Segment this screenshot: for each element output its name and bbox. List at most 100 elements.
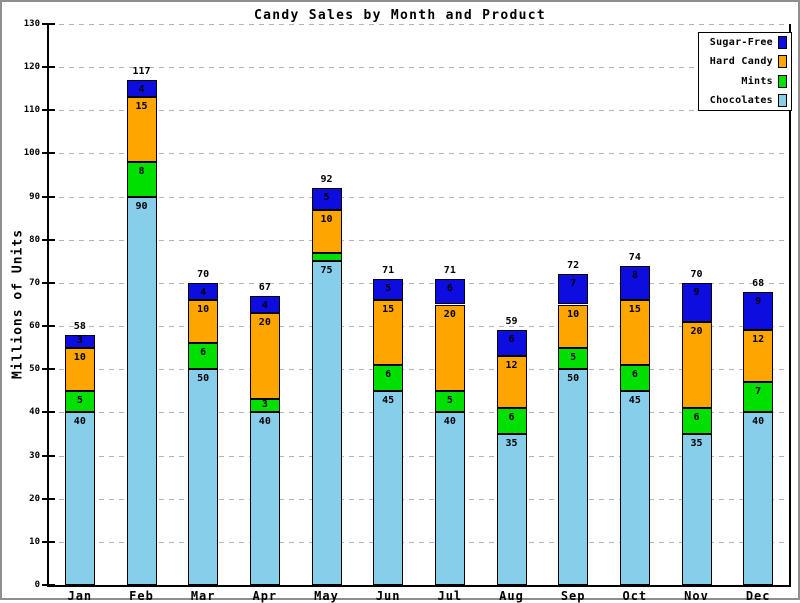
bar-segment: [558, 369, 589, 585]
legend-swatch: [778, 93, 787, 107]
chart-title: Candy Sales by Month and Product: [253, 8, 547, 23]
legend-swatch: [778, 74, 787, 88]
bar-segment-label: 10: [73, 351, 86, 363]
legend-item: Chocolates: [699, 91, 791, 110]
y-tick: [42, 238, 55, 241]
y-tick-label: 80: [29, 234, 40, 245]
legend-label: Hard Candy: [709, 56, 773, 68]
gridline: [49, 153, 789, 155]
legend-swatch: [778, 55, 787, 69]
bar-segment-label: 40: [443, 416, 456, 428]
bar-segment: [496, 408, 527, 434]
bar-segment: [311, 209, 342, 253]
bar-segment-label: 12: [505, 360, 518, 372]
bar-total-label: 74: [628, 251, 641, 263]
bar-segment-label: 4: [200, 286, 207, 298]
legend-label: Chocolates: [709, 94, 773, 106]
bar-segment: [743, 330, 774, 383]
bar-segment: [496, 433, 527, 585]
y-axis-title: Millions of Units: [10, 228, 26, 380]
y-tick: [42, 152, 55, 155]
y-tick: [42, 454, 55, 457]
gridline: [49, 455, 789, 457]
y-tick-label: 120: [23, 62, 40, 73]
bar-segment: [619, 265, 650, 301]
gridline: [49, 67, 789, 69]
bar-segment-label: 5: [570, 351, 577, 363]
bar-total-label: 58: [73, 320, 86, 332]
bar-segment-label: 10: [567, 308, 580, 320]
bar-segment-label: 5: [446, 394, 453, 406]
x-axis-line: [47, 585, 791, 587]
bar-segment: [434, 412, 465, 585]
gridline: [49, 541, 789, 543]
bar-total-label: 117: [132, 66, 151, 78]
bar-segment-label: 15: [135, 101, 148, 113]
y-tick: [42, 497, 55, 500]
bar-segment: [681, 433, 712, 585]
bar-segment: [619, 300, 650, 365]
y-tick-label: 30: [29, 450, 40, 461]
bar-segment: [434, 278, 465, 305]
bar-total-label: 72: [567, 260, 580, 272]
month-label: Mar: [190, 589, 216, 603]
y-axis-line: [47, 24, 49, 587]
bar-segment-label: 20: [690, 325, 703, 337]
bar-segment: [373, 300, 404, 365]
month-label: Jan: [67, 589, 93, 603]
y-tick: [42, 66, 55, 69]
bar-total-label: 70: [197, 268, 210, 280]
bar-segment: [126, 162, 157, 197]
legend-swatch: [778, 36, 787, 50]
bar-segment-label: 20: [258, 317, 271, 329]
bar-segment: [558, 347, 589, 370]
bar-segment-label: 6: [693, 412, 700, 424]
bar-segment: [188, 282, 219, 301]
bar-total-label: 71: [382, 264, 395, 276]
bar-segment-label: 90: [135, 200, 148, 212]
gridline: [49, 239, 789, 241]
bar-segment-label: 5: [385, 282, 392, 294]
bar-segment-label: 40: [73, 416, 86, 428]
plot-right-border: [789, 24, 791, 587]
y-tick: [42, 325, 55, 328]
y-tick-label: 20: [29, 493, 40, 504]
bar-total-label: 92: [320, 173, 333, 185]
bar-total-label: 71: [443, 264, 456, 276]
bar-segment-label: 6: [200, 347, 207, 359]
month-label: Aug: [499, 589, 524, 603]
bar-total-label: 67: [258, 281, 271, 293]
bar-segment-label: 4: [138, 84, 145, 96]
bar-segment: [558, 274, 589, 305]
bar-segment: [64, 412, 95, 585]
y-tick-label: 10: [29, 536, 40, 547]
gridline: [49, 110, 789, 112]
bar-total-label: 59: [505, 316, 518, 328]
gridline: [49, 498, 789, 500]
legend-item: Hard Candy: [699, 52, 791, 71]
bar-segment: [743, 412, 774, 585]
bar-segment-label: 9: [755, 295, 762, 307]
bar-segment: [249, 399, 280, 413]
bar-segment-label: 7: [570, 278, 577, 290]
y-tick: [42, 411, 55, 414]
bar-segment: [558, 304, 589, 348]
bar-segment-label: 45: [382, 394, 395, 406]
gridline: [49, 326, 789, 328]
bar-segment-label: 6: [631, 368, 638, 380]
bar-segment-label: 7: [755, 386, 762, 398]
bar-segment-label: 15: [628, 304, 641, 316]
y-tick-label: 110: [23, 105, 40, 116]
bar-segment: [434, 390, 465, 413]
month-label: Dec: [745, 589, 771, 603]
y-tick: [42, 109, 55, 112]
bar-segment: [126, 196, 157, 585]
y-tick-label: 100: [23, 148, 40, 159]
y-tick-label: 50: [29, 364, 40, 375]
bar-total-label: 68: [752, 277, 765, 289]
month-label: Apr: [252, 589, 278, 603]
bar-segment: [681, 282, 712, 322]
bar-segment: [434, 304, 465, 391]
bar-segment: [681, 321, 712, 409]
